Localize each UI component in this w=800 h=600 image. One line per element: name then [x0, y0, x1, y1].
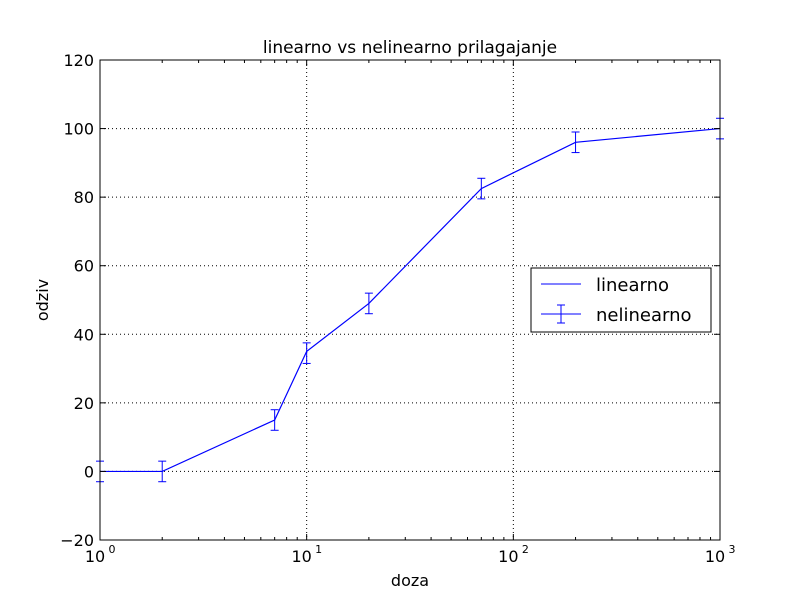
x-tick-label-exponent: 2	[522, 543, 529, 556]
legend-marker-nelinearno	[541, 304, 581, 324]
y-axis-label: odziv	[33, 279, 52, 321]
x-tick-label-exponent: 3	[729, 543, 736, 556]
y-tick-label: 100	[63, 120, 94, 139]
x-tick-label: 10	[705, 547, 725, 566]
errorbar-nelinearno	[270, 409, 279, 431]
y-tick-label: 120	[63, 51, 94, 70]
y-tick-label: 40	[74, 325, 94, 344]
series-line-linearno	[100, 127, 721, 473]
x-tick-label: 10	[498, 547, 518, 566]
y-tick-label: 80	[74, 188, 94, 207]
plot-area-frame	[99, 59, 721, 541]
legend-label-nelinearno: nelinearno	[596, 305, 692, 326]
y-tick-label: 0	[84, 462, 94, 481]
legend: linearno nelinearno	[530, 267, 712, 333]
legend-box	[530, 267, 712, 333]
grid-lines	[100, 60, 720, 540]
x-tick-label: 10	[85, 547, 105, 566]
y-tick-label: −20	[60, 531, 94, 550]
errorbar-nelinearno	[158, 460, 167, 483]
errorbar-nelinearno	[364, 292, 373, 315]
y-tick-label: 20	[74, 394, 94, 413]
x-tick-label-exponent: 0	[109, 543, 116, 556]
errorbar-nelinearno	[302, 342, 311, 364]
x-tick-label-exponent: 1	[315, 543, 322, 556]
x-tick-label: 10	[291, 547, 311, 566]
errorbar-nelinearno	[571, 131, 580, 154]
legend-label-linearno: linearno	[596, 275, 669, 296]
chart-title: linearno vs nelinearno prilagajanje	[263, 38, 557, 58]
x-axis-label: doza	[391, 571, 429, 590]
y-tick-label: 60	[74, 257, 94, 276]
errorbar-nelinearno	[477, 177, 486, 200]
plot-series	[96, 117, 724, 483]
